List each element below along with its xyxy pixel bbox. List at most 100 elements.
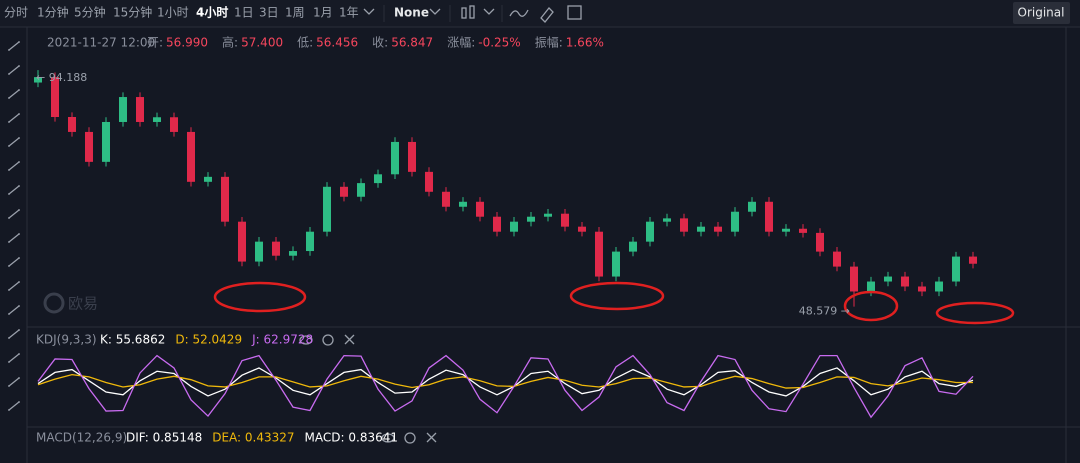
visibility-button[interactable]	[381, 433, 395, 443]
interval-dropdown[interactable]	[363, 8, 375, 15]
fullscreen-button[interactable]	[567, 5, 582, 20]
tool-button[interactable]	[8, 305, 20, 315]
kdj-line	[37, 354, 974, 419]
candle-body	[476, 201, 484, 217]
visibility-button[interactable]	[299, 335, 313, 345]
max-price-label: ← 94.188	[36, 71, 87, 84]
tool-button[interactable]	[8, 209, 20, 219]
candle-body	[51, 77, 59, 117]
tool-button[interactable]	[8, 41, 20, 51]
info-value: 56.990	[166, 36, 208, 50]
info-label: 开:	[147, 36, 163, 50]
candle-body	[680, 218, 688, 232]
candle-body	[340, 186, 348, 197]
candle-body	[34, 77, 42, 83]
candle-body	[306, 231, 314, 252]
interval-tab[interactable]: 1周	[285, 6, 305, 20]
candle-body	[561, 213, 569, 227]
candle-body	[255, 241, 263, 262]
chart-style[interactable]: None	[394, 6, 429, 20]
candle-body	[391, 141, 399, 175]
style-dropdown[interactable]	[429, 8, 441, 15]
interval-tab[interactable]: 1年	[339, 6, 359, 20]
interval-tab[interactable]: 1日	[234, 6, 254, 20]
interval-tab[interactable]: 分时	[4, 6, 28, 20]
close-button[interactable]	[344, 334, 355, 345]
candle-body	[170, 117, 178, 132]
candle-body	[357, 183, 365, 197]
candle-body	[544, 213, 552, 217]
candle-body	[578, 226, 586, 232]
interval-tab[interactable]: 15分钟	[113, 5, 152, 20]
tool-button[interactable]	[8, 281, 20, 291]
candle-body	[238, 221, 246, 262]
icon	[461, 7, 467, 19]
annotations	[213, 281, 1015, 325]
candle-body	[765, 201, 773, 232]
tool-button[interactable]	[8, 353, 20, 363]
annotation-ellipse	[935, 301, 1015, 325]
info-label: 高:	[222, 35, 238, 50]
candle-body	[663, 218, 671, 222]
tool-button[interactable]	[8, 137, 20, 147]
marks	[34, 70, 977, 419]
tool-button[interactable]	[8, 185, 20, 195]
candle-body	[612, 251, 620, 277]
tool-button[interactable]	[8, 65, 20, 75]
macd-controls	[381, 432, 437, 444]
info-label: 低:	[297, 36, 313, 50]
tool-button[interactable]	[8, 161, 20, 171]
interval-tab[interactable]: 1小时	[157, 6, 189, 20]
candle-body	[221, 176, 229, 222]
interval-tab[interactable]: 3日	[259, 6, 279, 20]
candle-dropdown[interactable]	[483, 8, 495, 15]
candle-body	[85, 131, 93, 162]
candle-body	[816, 232, 824, 252]
interval-tab[interactable]: 5分钟	[74, 5, 106, 20]
settings-button[interactable]	[322, 334, 334, 346]
legend-entry: D: 52.0429	[175, 333, 242, 347]
candle-body	[68, 117, 76, 132]
annotation-ellipse	[213, 281, 307, 313]
candle-body	[408, 141, 416, 172]
candle-body	[323, 186, 331, 232]
candle-body	[850, 266, 858, 292]
candle-body	[952, 256, 960, 282]
tool-button[interactable]	[8, 89, 20, 99]
candle-body	[425, 171, 433, 192]
candle-body	[527, 216, 535, 222]
draw-button[interactable]	[540, 7, 554, 23]
candle-body	[867, 281, 875, 292]
info-label: 振幅:	[535, 35, 563, 50]
candle-body	[187, 131, 195, 182]
tool-button[interactable]	[8, 113, 20, 123]
candle-body	[799, 228, 807, 233]
macd-title: MACD(12,26,9)	[36, 431, 127, 445]
candle-body	[374, 174, 382, 184]
close-button[interactable]	[426, 432, 437, 443]
tool-button[interactable]	[8, 329, 20, 339]
legend-entry: K: 55.6862	[100, 333, 165, 347]
candle-body	[442, 191, 450, 207]
annotation-ellipse	[843, 290, 899, 322]
interval-tab[interactable]: 1月	[313, 6, 333, 20]
original-button[interactable]	[1013, 2, 1070, 24]
candle-style-button[interactable]	[461, 5, 475, 19]
tool-button[interactable]	[8, 257, 20, 267]
min-price-label: 48.579 →	[799, 305, 850, 318]
candle-body	[918, 286, 926, 292]
tool-button[interactable]	[8, 377, 20, 387]
candle-body	[646, 221, 654, 242]
interval-tab[interactable]: 4小时	[196, 5, 228, 20]
interval-tab[interactable]: 1分钟	[37, 5, 69, 20]
settings-button[interactable]	[404, 432, 416, 444]
candle-body	[119, 97, 127, 122]
indicator-button[interactable]	[509, 9, 529, 17]
tool-button[interactable]	[8, 401, 20, 411]
candle-body	[969, 256, 977, 264]
candle-body	[153, 117, 161, 122]
tool-button[interactable]	[8, 233, 20, 243]
